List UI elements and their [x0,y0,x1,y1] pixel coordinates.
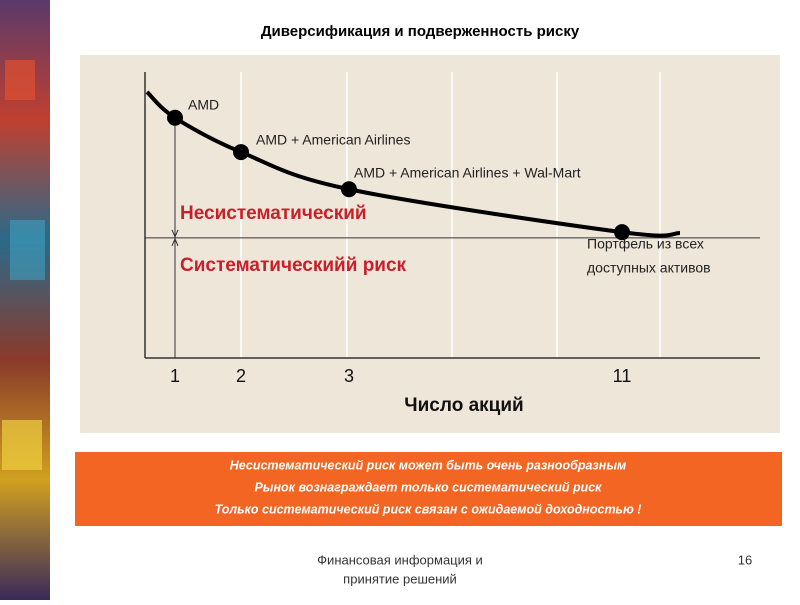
point-label: AMD + American Airlines [256,132,410,148]
data-point [233,144,249,161]
x-axis-label: Число акций [404,395,523,416]
decor [10,220,45,280]
note: Только систематический риск связан с ожи… [215,502,642,516]
decor [5,60,35,100]
x-tick-label: 11 [613,366,632,386]
curve-extension [621,230,681,238]
note: Рынок вознаграждает только систематическ… [254,480,602,494]
risk-curve [173,116,623,235]
x-tick-label: 1 [170,366,180,386]
region-label: Несистематический [180,203,367,224]
notes-box [75,452,782,526]
data-point [341,181,357,198]
point-label: Портфель из всех [587,236,704,252]
note: Несистематический риск может быть очень … [230,458,627,472]
data-point [167,109,183,126]
footer-text: Финансовая информация и [317,552,483,567]
arrow-head [171,237,179,247]
x-tick-label: 3 [344,366,354,386]
page-number: 16 [738,552,752,567]
x-tick-label: 2 [236,366,246,386]
footer-text: принятие решений [343,571,457,586]
data-point [614,224,630,241]
decor [2,420,42,470]
point-label: доступных активов [587,260,711,276]
point-label: AMD + American Airlines + Wal-Mart [354,165,581,181]
plot-panel [80,55,780,433]
chart-title: Диверсификация и подверженность риску [261,23,580,40]
point-label: AMD [188,97,219,113]
arrow-head [171,229,179,239]
region-label: Систематическийй риск [180,255,407,276]
